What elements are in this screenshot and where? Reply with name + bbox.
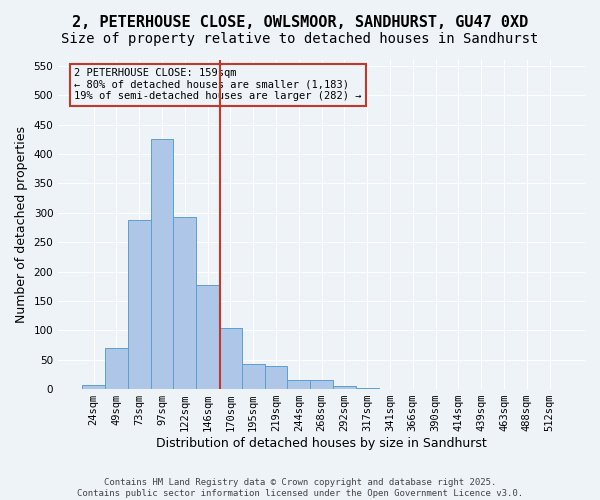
- Bar: [219, 328, 242, 389]
- Bar: [173, 218, 196, 389]
- Bar: [265, 366, 287, 389]
- Bar: [128, 220, 151, 389]
- X-axis label: Distribution of detached houses by size in Sandhurst: Distribution of detached houses by size …: [156, 437, 487, 450]
- Text: 2 PETERHOUSE CLOSE: 159sqm
← 80% of detached houses are smaller (1,183)
19% of s: 2 PETERHOUSE CLOSE: 159sqm ← 80% of deta…: [74, 68, 361, 102]
- Y-axis label: Number of detached properties: Number of detached properties: [15, 126, 28, 323]
- Bar: [242, 364, 265, 389]
- Text: 2, PETERHOUSE CLOSE, OWLSMOOR, SANDHURST, GU47 0XD: 2, PETERHOUSE CLOSE, OWLSMOOR, SANDHURST…: [72, 15, 528, 30]
- Text: Contains HM Land Registry data © Crown copyright and database right 2025.
Contai: Contains HM Land Registry data © Crown c…: [77, 478, 523, 498]
- Bar: [310, 380, 333, 389]
- Bar: [82, 385, 105, 389]
- Bar: [105, 348, 128, 389]
- Bar: [151, 140, 173, 389]
- Bar: [356, 388, 379, 389]
- Bar: [196, 285, 219, 389]
- Text: Size of property relative to detached houses in Sandhurst: Size of property relative to detached ho…: [61, 32, 539, 46]
- Bar: [287, 380, 310, 389]
- Bar: [333, 386, 356, 389]
